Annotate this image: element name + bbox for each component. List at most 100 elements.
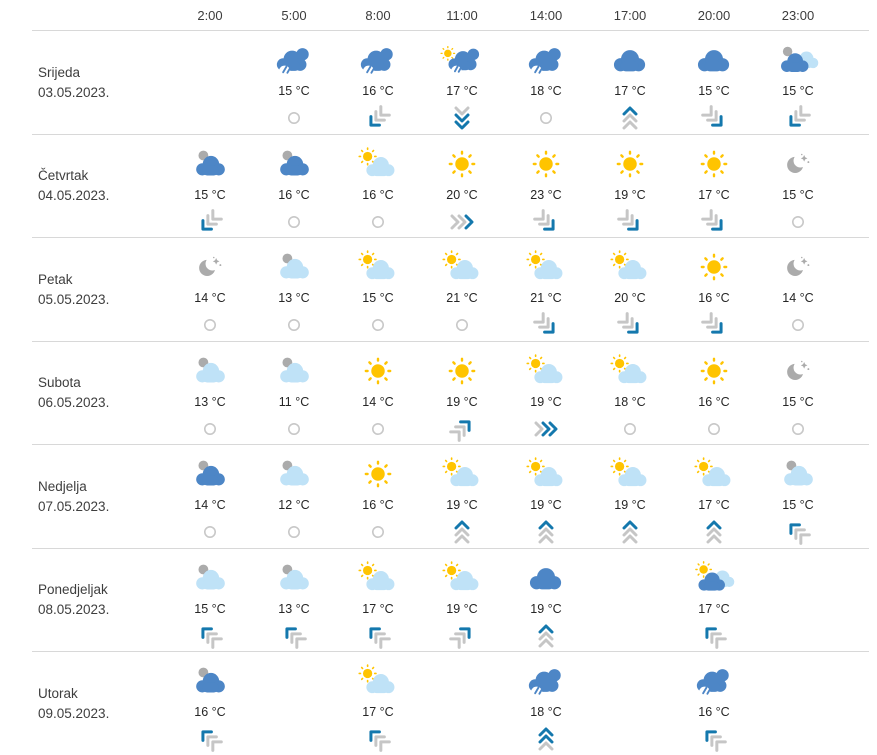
forecast-cell[interactable]: 15 °C: [756, 445, 840, 548]
forecast-cell[interactable]: 13 °C: [252, 549, 336, 652]
forecast-cell[interactable]: 18 °C: [588, 342, 672, 445]
forecast-cell-empty: [252, 652, 336, 755]
temperature-value: 19 °C: [614, 498, 646, 512]
temperature-value: 17 °C: [698, 601, 730, 616]
temperature-value: 16 °C: [278, 187, 310, 202]
wind-up-icon: [533, 520, 559, 544]
forecast-cell[interactable]: 15 °C: [672, 31, 756, 134]
forecast-cell[interactable]: 14 °C: [168, 238, 252, 341]
wind-up-icon: [449, 520, 475, 544]
day-date: 07.05.2023.: [38, 498, 110, 514]
wind-up-icon: [533, 727, 559, 751]
wind-down-icon: [449, 106, 475, 130]
wind-calm-icon: [203, 420, 217, 438]
forecast-cell[interactable]: 15 °C: [756, 135, 840, 238]
forecast-cell[interactable]: 19 °C: [420, 549, 504, 652]
forecast-cell[interactable]: 15 °C: [168, 549, 252, 652]
forecast-cell[interactable]: 17 °C: [336, 549, 420, 652]
forecast-cell-empty: [420, 652, 504, 755]
forecast-cell[interactable]: 16 °C: [672, 342, 756, 445]
wind-down-right-icon: [701, 105, 727, 127]
rain-cloud-icon: [355, 40, 401, 80]
wind-up-left-icon: [197, 626, 223, 649]
wind-calm-icon: [371, 316, 385, 334]
forecast-cell[interactable]: 15 °C: [168, 135, 252, 238]
forecast-cell[interactable]: 12 °C: [252, 445, 336, 548]
cloud-blue-gray-icon: [187, 454, 233, 494]
forecast-cell[interactable]: 13 °C: [252, 238, 336, 341]
forecast-cell[interactable]: 21 °C: [420, 238, 504, 341]
forecast-cell[interactable]: 19 °C: [420, 342, 504, 445]
wind-calm-icon: [791, 316, 805, 334]
forecast-cell[interactable]: 19 °C: [588, 445, 672, 548]
forecast-cell[interactable]: 14 °C: [756, 238, 840, 341]
forecast-cell[interactable]: 17 °C: [672, 135, 756, 238]
wind-right-icon: [533, 420, 559, 438]
forecast-cell[interactable]: 16 °C: [252, 135, 336, 238]
forecast-cell[interactable]: 17 °C: [672, 445, 756, 548]
forecast-cell[interactable]: 18 °C: [504, 31, 588, 134]
forecast-cell[interactable]: 16 °C: [336, 31, 420, 134]
forecast-cell[interactable]: 14 °C: [336, 342, 420, 445]
day-name: Utorak: [38, 685, 78, 701]
forecast-cell[interactable]: 17 °C: [588, 31, 672, 134]
forecast-cell[interactable]: 16 °C: [336, 135, 420, 238]
night-clouds-icon: [775, 40, 821, 80]
temperature-value: 16 °C: [698, 705, 730, 719]
sunny-icon: [691, 247, 737, 287]
wind-calm-icon: [287, 213, 301, 231]
wind-down-right-icon: [701, 312, 727, 334]
temperature-value: 16 °C: [362, 187, 394, 202]
forecast-cell[interactable]: 19 °C: [504, 342, 588, 445]
forecast-cell[interactable]: 11 °C: [252, 342, 336, 445]
forecast-day-row: Subota 06.05.2023. 13 °C 11 °C 14 °C 19 °C 19 …: [32, 340, 869, 445]
forecast-cell[interactable]: 15 °C: [756, 31, 840, 134]
forecast-cell[interactable]: 18 °C: [504, 652, 588, 755]
wind-calm-icon: [203, 316, 217, 334]
temperature-value: 19 °C: [530, 394, 562, 409]
forecast-cell[interactable]: 16 °C: [168, 652, 252, 755]
forecast-cell[interactable]: 23 °C: [504, 135, 588, 238]
partly-sunny-icon: [607, 351, 653, 391]
forecast-day-row: Petak 05.05.2023. 14 °C 13 °C 15 °C 21 °C 21 °…: [32, 237, 869, 341]
forecast-cell[interactable]: 15 °C: [336, 238, 420, 341]
forecast-cell[interactable]: 17 °C: [672, 549, 756, 652]
temperature-value: 16 °C: [698, 291, 730, 305]
cloud-blue-icon: [607, 40, 653, 80]
forecast-cell[interactable]: 20 °C: [420, 135, 504, 238]
day-name: Subota: [38, 375, 81, 391]
temperature-value: 15 °C: [278, 84, 310, 98]
forecast-cell[interactable]: 20 °C: [588, 238, 672, 341]
forecast-cell[interactable]: 14 °C: [168, 445, 252, 548]
forecast-cell[interactable]: 16 °C: [672, 652, 756, 755]
forecast-cell[interactable]: 17 °C: [336, 652, 420, 755]
forecast-cell[interactable]: 16 °C: [672, 238, 756, 341]
forecast-cell[interactable]: 19 °C: [588, 135, 672, 238]
forecast-table-body: Srijeda 03.05.2023. 15 °C 16 °C 17 °C 18 °C 17…: [0, 30, 877, 755]
forecast-cell[interactable]: 15 °C: [756, 342, 840, 445]
temperature-value: 15 °C: [194, 601, 226, 616]
wind-calm-icon: [287, 523, 301, 541]
time-header: 2:00: [197, 8, 223, 23]
forecast-cell[interactable]: 19 °C: [504, 549, 588, 652]
wind-down-right-icon: [617, 208, 643, 231]
forecast-cell[interactable]: 16 °C: [336, 445, 420, 548]
sunny-icon: [523, 144, 569, 184]
wind-calm-icon: [791, 213, 805, 231]
forecast-cell[interactable]: 17 °C: [420, 31, 504, 134]
forecast-cell[interactable]: 13 °C: [168, 342, 252, 445]
partly-sunny-icon: [523, 351, 569, 391]
temperature-value: 15 °C: [782, 187, 814, 202]
forecast-cell[interactable]: 19 °C: [420, 445, 504, 548]
temperature-value: 20 °C: [446, 187, 478, 202]
wind-up-left-icon: [197, 730, 223, 752]
temperature-value: 15 °C: [782, 498, 814, 512]
forecast-cell[interactable]: 15 °C: [252, 31, 336, 134]
wind-calm-icon: [707, 420, 721, 438]
temperature-value: 17 °C: [698, 498, 730, 512]
wind-calm-icon: [623, 420, 637, 438]
forecast-cell[interactable]: 19 °C: [504, 445, 588, 548]
forecast-cell[interactable]: 21 °C: [504, 238, 588, 341]
cloud-lightblue-gray-icon: [187, 558, 233, 598]
wind-up-icon: [701, 520, 727, 544]
